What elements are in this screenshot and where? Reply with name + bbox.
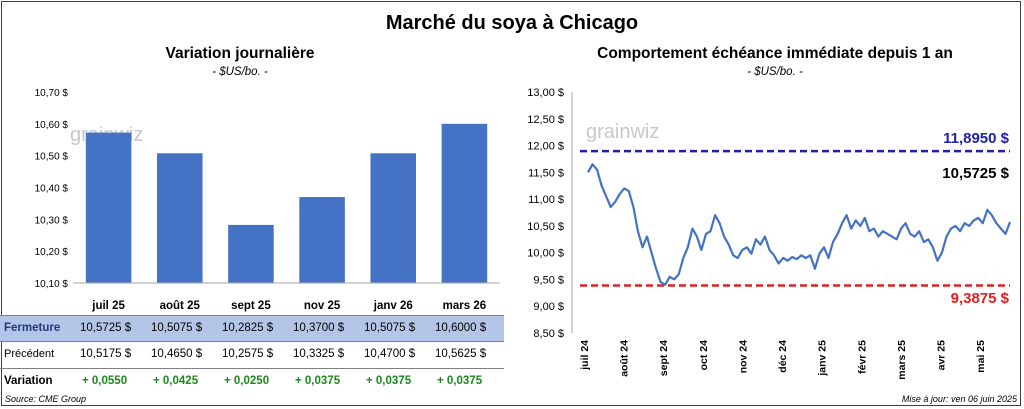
table-cell: 10,5625 $ <box>435 348 487 360</box>
row-label: Précédent <box>4 348 55 360</box>
bar <box>156 153 203 283</box>
y-tick-label: 11,50 $ <box>528 167 564 179</box>
x-tick-label: oct 24 <box>698 340 710 371</box>
y-tick-label: 10,50 $ <box>527 221 564 233</box>
source-note: Source: CME Group <box>5 394 87 404</box>
reference-lines <box>580 149 1010 287</box>
update-note: Mise à jour: ven 06 juin 2025 <box>901 394 1017 404</box>
page-title: Marché du soya à Chicago <box>385 12 639 34</box>
y-tick-label: 10,20 $ <box>35 247 69 258</box>
x-tick-label: déc 24 <box>777 340 789 373</box>
x-tick-label: janv 25 <box>817 340 829 377</box>
line-y-axis: 8,50 $ 9,00 $ 9,50 $ 10,00 $ 10,50 $ 11,00 $ 1… <box>527 87 573 340</box>
x-tick-label: mai 25 <box>975 340 987 373</box>
y-tick-label: 10,60 $ <box>35 120 69 131</box>
y-tick-label: 10,10 $ <box>35 279 69 290</box>
table-cell: 10,5725 $ <box>80 322 132 334</box>
table-cell: 10,5175 $ <box>80 348 132 360</box>
x-tick-label: juil 25 <box>91 300 125 312</box>
table-cell: 10,3700 $ <box>293 322 345 334</box>
table-cell-positive: + 0,0425 <box>153 375 199 387</box>
y-tick-label: 10,50 $ <box>35 152 69 163</box>
x-tick-label: sept 24 <box>658 340 670 376</box>
y-tick-label: 13,00 $ <box>527 87 564 99</box>
right-chart-title: Comportement échéance immédiate depuis 1… <box>597 45 953 62</box>
table-cell: 10,3325 $ <box>293 348 345 360</box>
y-tick-label: 10,00 $ <box>527 248 564 260</box>
row-label: Variation <box>4 375 53 387</box>
y-tick-label: 12,50 $ <box>527 114 564 126</box>
x-tick-label: août 25 <box>160 300 201 312</box>
table-cell: 10,6000 $ <box>435 322 487 334</box>
bar <box>228 224 274 283</box>
table-cell: 10,5075 $ <box>151 322 203 334</box>
y-tick-label: 9,00 $ <box>533 301 564 313</box>
table-row-variation: Variation + 0,0550 + 0,0425 + 0,0250 + 0… <box>0 369 504 394</box>
bar <box>299 197 345 283</box>
left-chart-unit: - $US/bo. - <box>212 66 268 78</box>
y-tick-label: 10,70 $ <box>35 88 69 99</box>
line-series <box>587 163 1012 286</box>
left-chart-title: Variation journalière <box>165 45 315 62</box>
table-cell-positive: + 0,0375 <box>437 375 483 387</box>
lower-bound-label: 9,3875 $ <box>951 290 1010 307</box>
row-label: Fermeture <box>4 322 61 334</box>
right-chart-unit: - $US/bo. - <box>747 66 803 78</box>
x-tick-label: mars 25 <box>896 340 908 380</box>
bar <box>85 132 132 283</box>
price-line <box>587 163 1012 286</box>
table-cell: 10,2825 $ <box>222 322 274 334</box>
y-tick-label: 10,30 $ <box>35 215 69 226</box>
table-cell-positive: + 0,0375 <box>295 375 341 387</box>
table-cell-positive: + 0,0550 <box>82 375 128 387</box>
bar-x-axis: juil 25 août 25 sept 25 nov 25 janv 26 mars 2… <box>91 300 486 312</box>
table-cell-positive: + 0,0375 <box>366 375 412 387</box>
upper-bound-label: 11,8950 $ <box>943 130 1010 147</box>
x-tick-label: janv 26 <box>373 300 413 312</box>
table-divider <box>0 368 504 369</box>
x-tick-label: mars 26 <box>443 300 486 312</box>
x-tick-label: août 24 <box>619 340 631 377</box>
table-row-fermeture: Fermeture 10,5725 $ 10,5075 $ 10,2825 $ … <box>0 315 504 342</box>
x-tick-label: juil 24 <box>579 340 591 371</box>
y-tick-label: 11,00 $ <box>528 194 564 206</box>
table-cell: 10,4700 $ <box>364 348 416 360</box>
y-tick-label: 8,50 $ <box>533 328 564 340</box>
x-tick-label: févr 25 <box>856 340 868 374</box>
bar-series <box>85 123 488 283</box>
bar-chart: grainwiz 10,10 $10,20 $10,30 $10,40 $10,… <box>35 88 500 312</box>
bar-y-axis: 10,10 $ 10,20 $ 10,30 $ 10,40 $ 10,50 $ 10,60… <box>35 88 69 290</box>
last-price-label: 10,5725 $ <box>942 165 1009 182</box>
line-x-axis: juil 24 août 24 sept 24 oct 24 nov 24 déc 24 j… <box>579 340 987 380</box>
right-watermark: grainwiz <box>586 121 659 143</box>
y-tick-label: 10,40 $ <box>35 184 69 195</box>
table-row-precedent: Précédent 10,5175 $ 10,4650 $ 10,2575 $ … <box>0 342 504 367</box>
bar <box>441 123 488 283</box>
y-tick-label: 12,00 $ <box>527 141 564 153</box>
table-cell: 10,5075 $ <box>364 322 416 334</box>
line-chart: grainwiz 8,50 $ 9,00 $ 9,50 $ 10,00 $ 10,50 … <box>527 87 1012 380</box>
x-tick-label: nov 25 <box>304 300 341 312</box>
table-cell-positive: + 0,0250 <box>224 375 270 387</box>
x-tick-label: nov 24 <box>737 340 749 373</box>
bar <box>370 153 417 283</box>
table-cell: 10,4650 $ <box>151 348 203 360</box>
x-tick-label: avr 25 <box>936 340 948 371</box>
table-cell: 10,2575 $ <box>222 348 274 360</box>
x-tick-label: sept 25 <box>231 300 271 312</box>
y-tick-label: 9,50 $ <box>533 274 564 286</box>
